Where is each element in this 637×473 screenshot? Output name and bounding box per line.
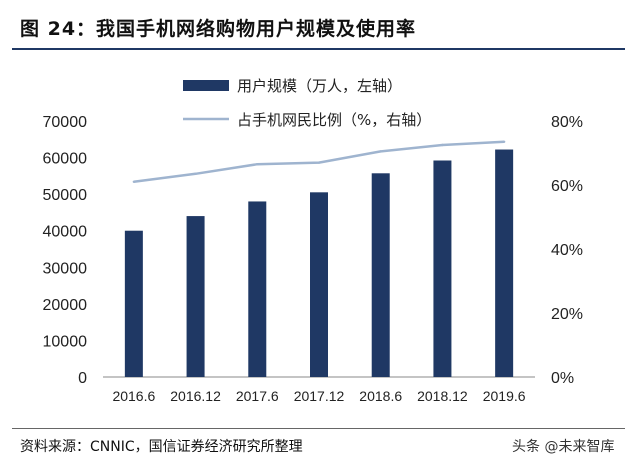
line-point <box>379 150 382 153</box>
bar <box>248 201 267 377</box>
figure-title: 图 24：我国手机网络购物用户规模及使用率 <box>20 18 417 40</box>
bar <box>186 216 205 377</box>
y2-tick-label: 40% <box>551 242 583 259</box>
x-tick-label: 2019.6 <box>483 388 526 404</box>
y-tick-label: 30000 <box>43 260 88 277</box>
bar <box>433 160 452 377</box>
title-rule <box>12 48 625 50</box>
source-note: 资料来源：CNNIC，国信证券经济研究所整理 <box>20 439 303 455</box>
legend-swatch-bar <box>183 80 229 91</box>
y-tick-label: 60000 <box>43 151 88 168</box>
y2-tick-label: 20% <box>551 306 583 323</box>
x-tick-label: 2016.12 <box>170 388 221 404</box>
y-tick-label: 40000 <box>43 224 88 241</box>
line-point <box>132 180 136 183</box>
y2-tick-label: 80% <box>551 114 583 131</box>
bar <box>371 173 390 377</box>
x-tick-label: 2018.6 <box>359 388 402 404</box>
y-tick-label: 0 <box>78 370 87 387</box>
y2-tick-label: 60% <box>551 178 583 195</box>
watermark: 头条 @未来智库 <box>512 439 615 455</box>
legend-label-bar: 用户规模（万人，左轴） <box>237 77 402 95</box>
y2-tick-label: 0% <box>551 370 574 387</box>
footer-rule <box>12 428 625 429</box>
x-tick-label: 2017.12 <box>294 388 345 404</box>
title-bar: 图 24：我国手机网络购物用户规模及使用率 <box>12 8 625 50</box>
y-tick-label: 70000 <box>43 114 88 131</box>
y-tick-label: 50000 <box>43 187 88 204</box>
line-point <box>194 172 197 175</box>
line-point <box>256 163 259 166</box>
line-point <box>441 143 444 147</box>
bar <box>310 192 328 377</box>
x-tick-label: 2016.6 <box>112 388 155 404</box>
bar <box>495 149 514 377</box>
x-tick-label: 2017.6 <box>236 388 279 404</box>
x-tick-label: 2018.12 <box>417 388 468 404</box>
y-tick-label: 10000 <box>43 333 88 350</box>
line-point <box>502 140 506 143</box>
line-point <box>317 161 321 164</box>
legend-label-line: 占手机网民比例（%，右轴） <box>237 111 431 129</box>
bar <box>124 230 143 377</box>
y-tick-label: 20000 <box>43 297 88 314</box>
